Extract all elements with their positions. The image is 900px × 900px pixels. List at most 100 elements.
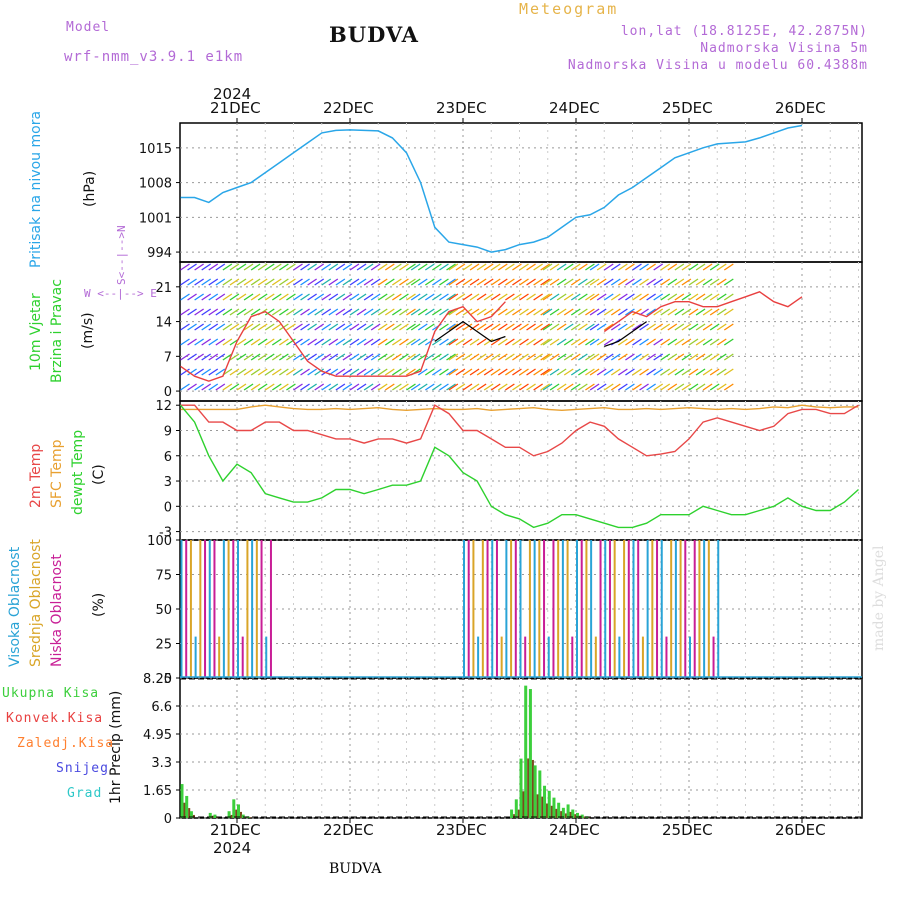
cloud-bar — [679, 540, 682, 678]
ytick-label: 100 — [147, 534, 172, 549]
cloud-bar — [660, 540, 663, 678]
cloud-bar — [689, 636, 691, 678]
cloud-bar — [613, 540, 616, 678]
cloud-bar — [500, 636, 503, 678]
cloud-bar — [180, 540, 183, 678]
cloud-bar — [632, 540, 635, 678]
cloud-bar — [693, 540, 696, 678]
cloud-bar — [561, 540, 564, 678]
precip-conv-bar — [192, 814, 195, 818]
precip-conv-bar — [536, 794, 539, 818]
ytick-label: 0 — [164, 672, 172, 687]
precip-bar — [510, 809, 514, 818]
date-label-23dec: 23DEC — [436, 99, 487, 117]
date-label-25dec: 25DEC — [662, 99, 713, 117]
cloud-bar — [712, 636, 715, 678]
temp2m-line — [180, 404, 859, 457]
cloud-bar — [486, 540, 489, 678]
legend-snow: Snijeg — [56, 761, 109, 776]
precip-bar — [180, 784, 184, 818]
precip-conv-bar — [183, 802, 186, 818]
sfc-temp-line — [180, 404, 859, 412]
ytick-label: 994 — [147, 246, 172, 261]
cloud-bar — [222, 540, 225, 678]
date-label-22dec: 22DEC — [323, 99, 374, 117]
year-bottom: 2024 — [213, 839, 252, 857]
cloud-bar — [194, 636, 197, 678]
precip-bar — [557, 802, 561, 818]
cloud-bar — [641, 636, 644, 678]
cloud-bar — [717, 540, 720, 678]
precip-conv-bar — [588, 817, 591, 818]
cloud-bar — [646, 540, 649, 678]
cloud-bar — [674, 540, 677, 678]
precip-bar — [524, 685, 528, 818]
cloud-bar — [260, 540, 263, 678]
cloud-bar — [204, 540, 207, 678]
ytick-label: 0 — [164, 385, 172, 400]
ytick-label: 4.95 — [143, 728, 172, 743]
precip-bar — [580, 814, 584, 818]
ytick-label: 3.3 — [151, 756, 172, 771]
ytick-label: 6.6 — [151, 700, 172, 715]
precip-bar — [566, 804, 570, 818]
cloud-bar — [213, 540, 216, 678]
cloud-bar — [251, 540, 254, 678]
cloud-bar — [585, 540, 588, 678]
cloud-bar — [533, 540, 536, 678]
precip-conv-bar — [546, 803, 549, 818]
cloud-bar — [255, 540, 258, 678]
model-elevation: Nadmorska Visina u modelu 60.4388m — [567, 58, 868, 73]
precip-conv-bar — [249, 817, 252, 818]
cloud-bar — [552, 540, 555, 678]
precip-conv-bar — [513, 814, 516, 818]
cloud-bar — [519, 540, 522, 678]
station-title: BUDVA — [329, 22, 419, 47]
date-label-23dec: 23DEC — [436, 821, 487, 839]
ytick-label: 9 — [164, 424, 172, 439]
cloud-bar — [528, 540, 531, 678]
precip-bar — [552, 797, 556, 818]
precip-conv-bar — [240, 811, 242, 818]
date-label-26dec: 26DEC — [775, 99, 826, 117]
precip-bar — [543, 785, 547, 818]
ytick-label: -3 — [159, 526, 172, 541]
ytick-label: 0 — [164, 812, 172, 827]
date-label-26dec: 26DEC — [775, 821, 826, 839]
cloud-bar — [604, 540, 607, 678]
model-label: Model — [66, 20, 111, 35]
ytick-label: 1.65 — [143, 784, 172, 799]
cloud-bar — [670, 540, 673, 678]
cloud-bar — [495, 540, 498, 678]
cloud-bar — [618, 636, 621, 678]
cloud-bar — [524, 636, 527, 678]
cloud-bar — [477, 636, 480, 678]
cloud-bar — [463, 540, 465, 678]
ytick-label: 6 — [164, 450, 172, 465]
cloud-bar — [538, 540, 541, 678]
ytick-label: 75 — [155, 569, 172, 584]
precip-bar — [189, 811, 193, 818]
cloud-bar — [665, 636, 668, 678]
wind-gust-line — [180, 291, 803, 382]
date-label-24dec: 24DEC — [549, 99, 600, 117]
cloud-bar — [237, 540, 239, 678]
cloud-bar — [656, 540, 659, 678]
cloud-bar — [199, 540, 202, 678]
legend-frz-rain: Zaledj.Kisa — [17, 736, 115, 751]
precip-conv-bar — [583, 816, 586, 818]
precip-bar — [561, 807, 565, 818]
ytick-label: 50 — [155, 603, 172, 618]
ytick-label: 12 — [155, 399, 172, 414]
precip-bar — [514, 799, 518, 818]
cloud-bar — [576, 540, 578, 678]
cloud-bar — [707, 540, 710, 678]
precip-bar — [237, 804, 240, 818]
cloud-bar — [491, 540, 494, 678]
precip-conv-bar — [569, 811, 572, 818]
precip-bars — [180, 685, 591, 818]
cloud-bar — [185, 540, 188, 678]
precip-conv-bar — [555, 808, 558, 818]
precip-bar — [538, 770, 542, 818]
ytick-label: 0 — [164, 500, 172, 515]
